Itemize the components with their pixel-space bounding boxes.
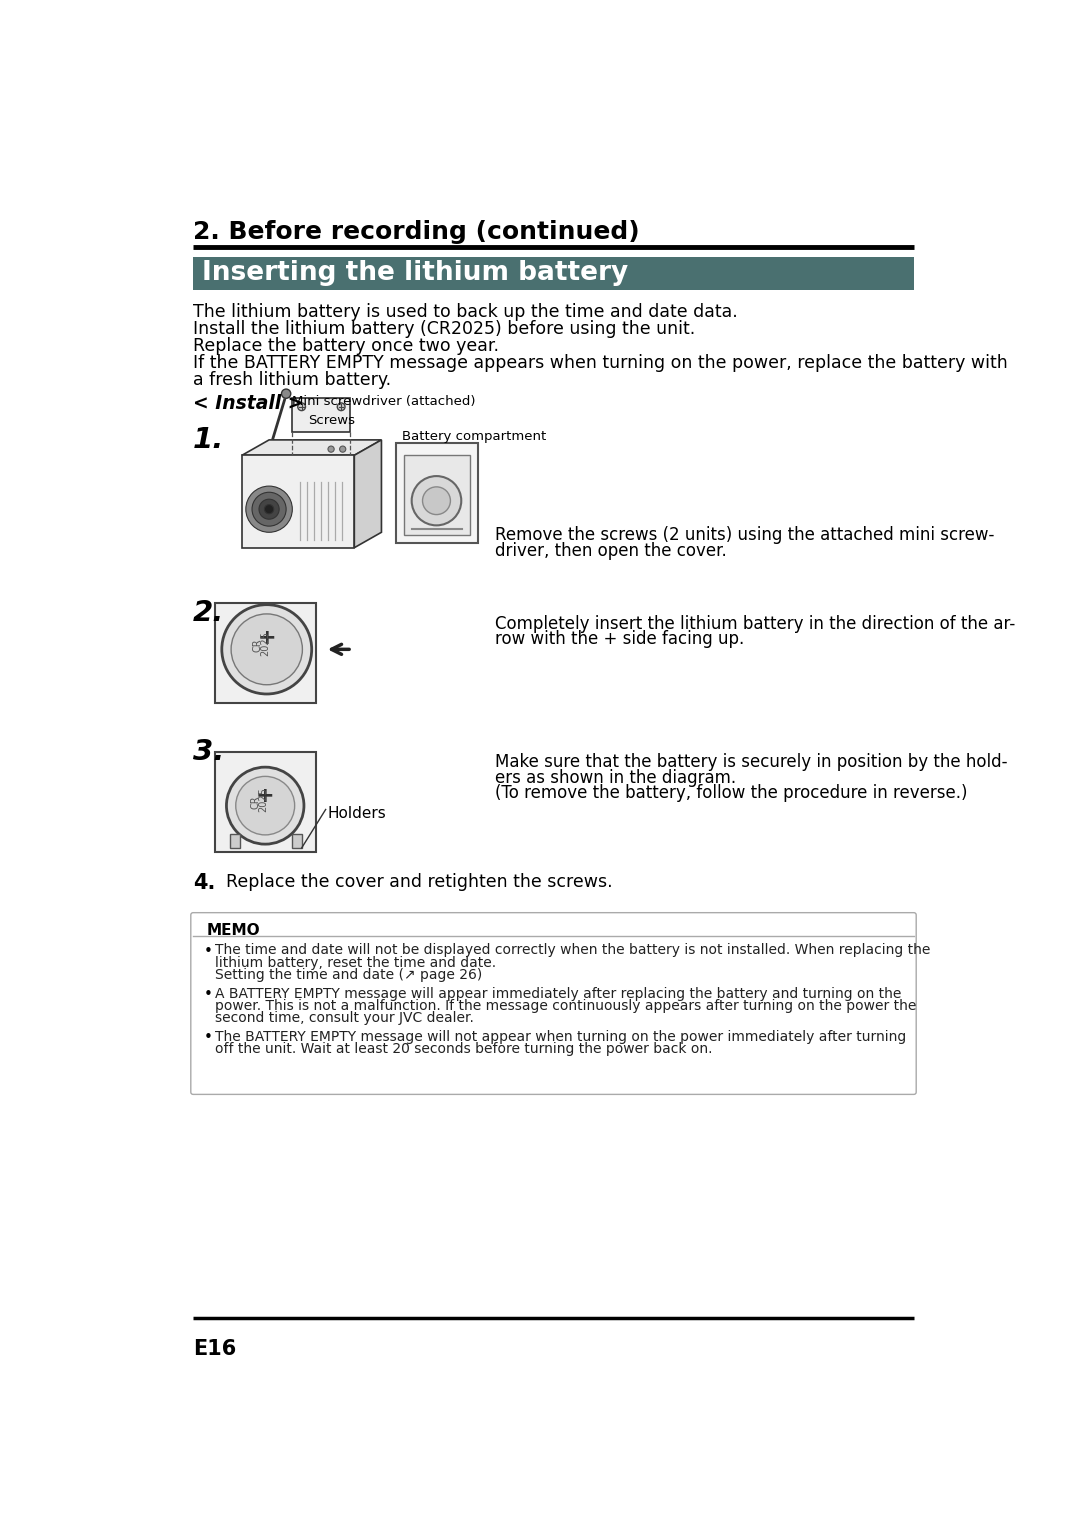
Text: driver, then open the cover.: driver, then open the cover. [496,541,727,560]
Text: second time, consult your JVC dealer.: second time, consult your JVC dealer. [215,1011,474,1026]
Circle shape [337,404,345,411]
Text: A BATTERY EMPTY message will appear immediately after replacing the battery and : A BATTERY EMPTY message will appear imme… [215,986,901,1000]
Text: 2025: 2025 [260,631,270,656]
Circle shape [246,486,293,532]
Text: •: • [204,988,213,1003]
Text: Mini screwdriver (attached): Mini screwdriver (attached) [293,394,476,408]
Text: Install the lithium battery (CR2025) before using the unit.: Install the lithium battery (CR2025) bef… [193,320,696,338]
Text: < Install >: < Install > [193,393,303,413]
Text: 1.: 1. [193,427,225,454]
Text: power. This is not a malfunction. If the message continuously appears after turn: power. This is not a malfunction. If the… [215,998,916,1012]
Circle shape [422,486,450,515]
Bar [242,456,354,547]
Text: lithium battery, reset the time and date.: lithium battery, reset the time and date… [215,956,496,969]
Text: Inserting the lithium battery: Inserting the lithium battery [202,260,629,286]
Text: •: • [204,1031,213,1046]
Text: row with the + side facing up.: row with the + side facing up. [496,630,744,648]
Bar [215,752,315,852]
Circle shape [282,388,291,399]
Bar [230,835,240,849]
Circle shape [252,492,286,526]
Text: +: + [256,786,274,806]
Text: CR: CR [251,795,261,809]
Text: CR: CR [253,639,262,653]
Text: ers as shown in the diagram.: ers as shown in the diagram. [496,769,737,787]
Text: Remove the screws (2 units) using the attached mini screw-: Remove the screws (2 units) using the at… [496,526,995,544]
FancyBboxPatch shape [191,913,916,1095]
Text: E16: E16 [193,1339,237,1359]
Text: 3.: 3. [193,739,225,766]
Bar [293,398,350,433]
Circle shape [411,476,461,526]
Text: Make sure that the battery is securely in position by the hold-: Make sure that the battery is securely i… [496,754,1008,771]
Polygon shape [242,440,381,456]
Text: 2. Before recording (continued): 2. Before recording (continued) [193,220,639,245]
Text: Replace the battery once two year.: Replace the battery once two year. [193,336,499,355]
Text: (To remove the battery, follow the procedure in reverse.): (To remove the battery, follow the proce… [496,784,968,803]
Text: off the unit. Wait at least 20 seconds before turning the power back on.: off the unit. Wait at least 20 seconds b… [215,1043,713,1057]
Bar [404,454,470,535]
Text: The lithium battery is used to back up the time and date data.: The lithium battery is used to back up t… [193,303,738,321]
Circle shape [339,446,346,453]
Text: The BATTERY EMPTY message will not appear when turning on the power immediately : The BATTERY EMPTY message will not appea… [215,1029,906,1044]
Circle shape [235,777,295,835]
Text: Completely insert the lithium battery in the direction of the ar-: Completely insert the lithium battery in… [496,615,1015,633]
Text: •: • [204,945,213,959]
Polygon shape [354,440,381,547]
Text: 2.: 2. [193,599,225,627]
Circle shape [298,404,306,411]
Bar [293,835,301,849]
Text: The time and date will not be displayed correctly when the battery is not instal: The time and date will not be displayed … [215,943,930,957]
Text: MEMO: MEMO [207,922,260,937]
Text: 2025: 2025 [258,787,269,812]
Bar [215,602,315,703]
Bar [193,257,914,289]
Circle shape [328,446,334,453]
Text: Setting the time and date (↗ page 26): Setting the time and date (↗ page 26) [215,968,482,982]
Circle shape [259,498,279,520]
Bar [396,443,477,543]
Text: Holders: Holders [327,806,386,821]
Text: Battery compartment: Battery compartment [403,430,546,443]
Circle shape [265,505,273,514]
Circle shape [231,615,302,685]
Circle shape [221,604,312,694]
Text: Screws: Screws [308,414,355,427]
Text: If the BATTERY EMPTY message appears when turning on the power, replace the batt: If the BATTERY EMPTY message appears whe… [193,353,1008,372]
Text: a fresh lithium battery.: a fresh lithium battery. [193,370,391,388]
Text: Replace the cover and retighten the screws.: Replace the cover and retighten the scre… [226,873,612,891]
Circle shape [227,768,303,844]
Text: 4.: 4. [193,873,216,893]
Text: +: + [257,628,276,648]
